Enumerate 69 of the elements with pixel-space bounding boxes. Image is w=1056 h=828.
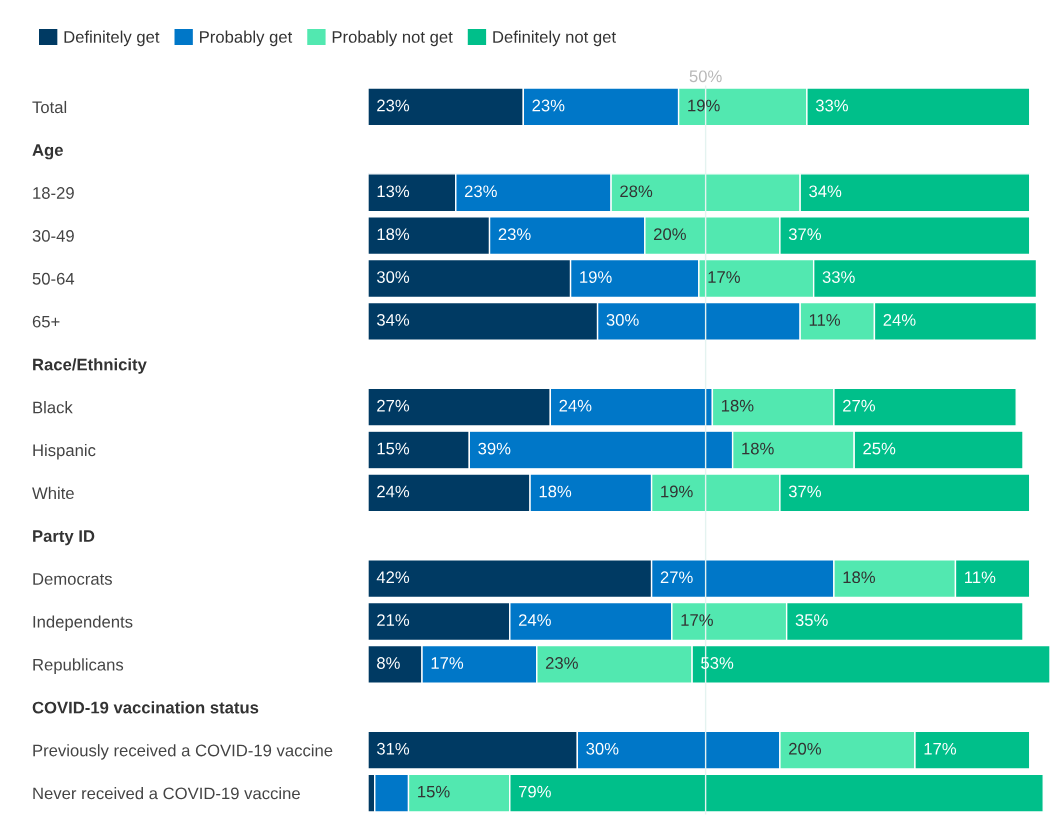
data-label: 27% <box>377 399 410 412</box>
data-label: 24% <box>883 314 916 326</box>
legend-label: Definitely get <box>64 30 160 47</box>
y-tick-label: 50-64 <box>32 272 75 285</box>
data-label: 24% <box>518 614 551 626</box>
y-tick-label: COVID-19 vaccination status <box>32 701 259 714</box>
data-label: 33% <box>815 99 849 112</box>
y-tick-label: Never received a COVID-19 vaccine <box>33 787 300 800</box>
data-label: 8% <box>377 657 400 669</box>
data-label: 17% <box>431 657 464 669</box>
y-tick-label: Independents <box>33 615 133 632</box>
data-label: 37% <box>788 485 821 498</box>
legend-label: Probably not get <box>332 30 453 47</box>
data-label: 79% <box>518 785 551 798</box>
y-tick-label: Previously received a COVID-19 vaccine <box>33 744 333 760</box>
data-label: 15% <box>418 785 450 798</box>
data-label: 15% <box>377 442 410 455</box>
data-label: 18% <box>377 228 410 241</box>
data-label: 39% <box>478 442 511 455</box>
data-label: 17% <box>708 271 740 283</box>
data-label: 27% <box>843 399 876 412</box>
data-label: 25% <box>863 442 896 455</box>
y-tick-label: Party ID <box>33 530 95 546</box>
data-label: 33% <box>822 271 855 283</box>
data-label: 18% <box>742 442 774 455</box>
data-label: 24% <box>377 485 410 498</box>
data-label: 42% <box>376 571 410 584</box>
y-tick-label: Black <box>33 401 73 414</box>
data-label: 24% <box>559 399 592 412</box>
y-tick-label: Hispanic <box>33 443 96 460</box>
data-label: 23% <box>464 185 497 198</box>
y-tick-label: 30-49 <box>32 229 74 242</box>
y-tick-label: Total <box>32 100 67 114</box>
legend-label: Definitely not get <box>493 30 616 47</box>
data-label: 31% <box>376 742 410 755</box>
data-label: 23% <box>377 99 410 112</box>
data-label: 30% <box>376 271 410 283</box>
y-tick-label: 65+ <box>32 315 60 328</box>
legend-label: Probably get <box>200 30 293 47</box>
data-label: 18% <box>539 485 572 498</box>
data-label: 28% <box>620 185 653 198</box>
data-label: 23% <box>545 657 578 669</box>
data-label: 11% <box>965 571 996 584</box>
y-tick-label: White <box>32 486 74 500</box>
data-label: 20% <box>789 742 821 755</box>
data-label: 34% <box>809 185 842 198</box>
data-label: 11% <box>809 314 841 326</box>
data-label: 30% <box>606 314 639 326</box>
y-tick-label: Democrats <box>33 573 112 585</box>
data-label: 35% <box>795 614 828 626</box>
data-label: 37% <box>788 228 821 241</box>
data-label: 18% <box>843 571 876 584</box>
data-label: 27% <box>660 571 693 584</box>
ref-line-label: 50% <box>689 70 722 83</box>
data-label: 19% <box>580 271 612 283</box>
y-tick-label: Race/Ethnicity <box>33 358 147 374</box>
y-tick-label: Age <box>32 144 63 160</box>
data-label: 19% <box>661 485 693 498</box>
data-label: 18% <box>721 399 754 412</box>
data-label: 30% <box>586 742 619 755</box>
data-label: 13% <box>377 185 410 198</box>
data-label: 34% <box>376 314 410 326</box>
data-label: 23% <box>498 228 531 241</box>
data-label: 23% <box>532 99 565 112</box>
y-tick-label: Republicans <box>33 658 124 674</box>
data-label: 17% <box>924 742 957 755</box>
y-tick-label: 18-29 <box>33 187 74 199</box>
data-label: 20% <box>654 228 686 241</box>
data-label: 21% <box>377 614 410 626</box>
